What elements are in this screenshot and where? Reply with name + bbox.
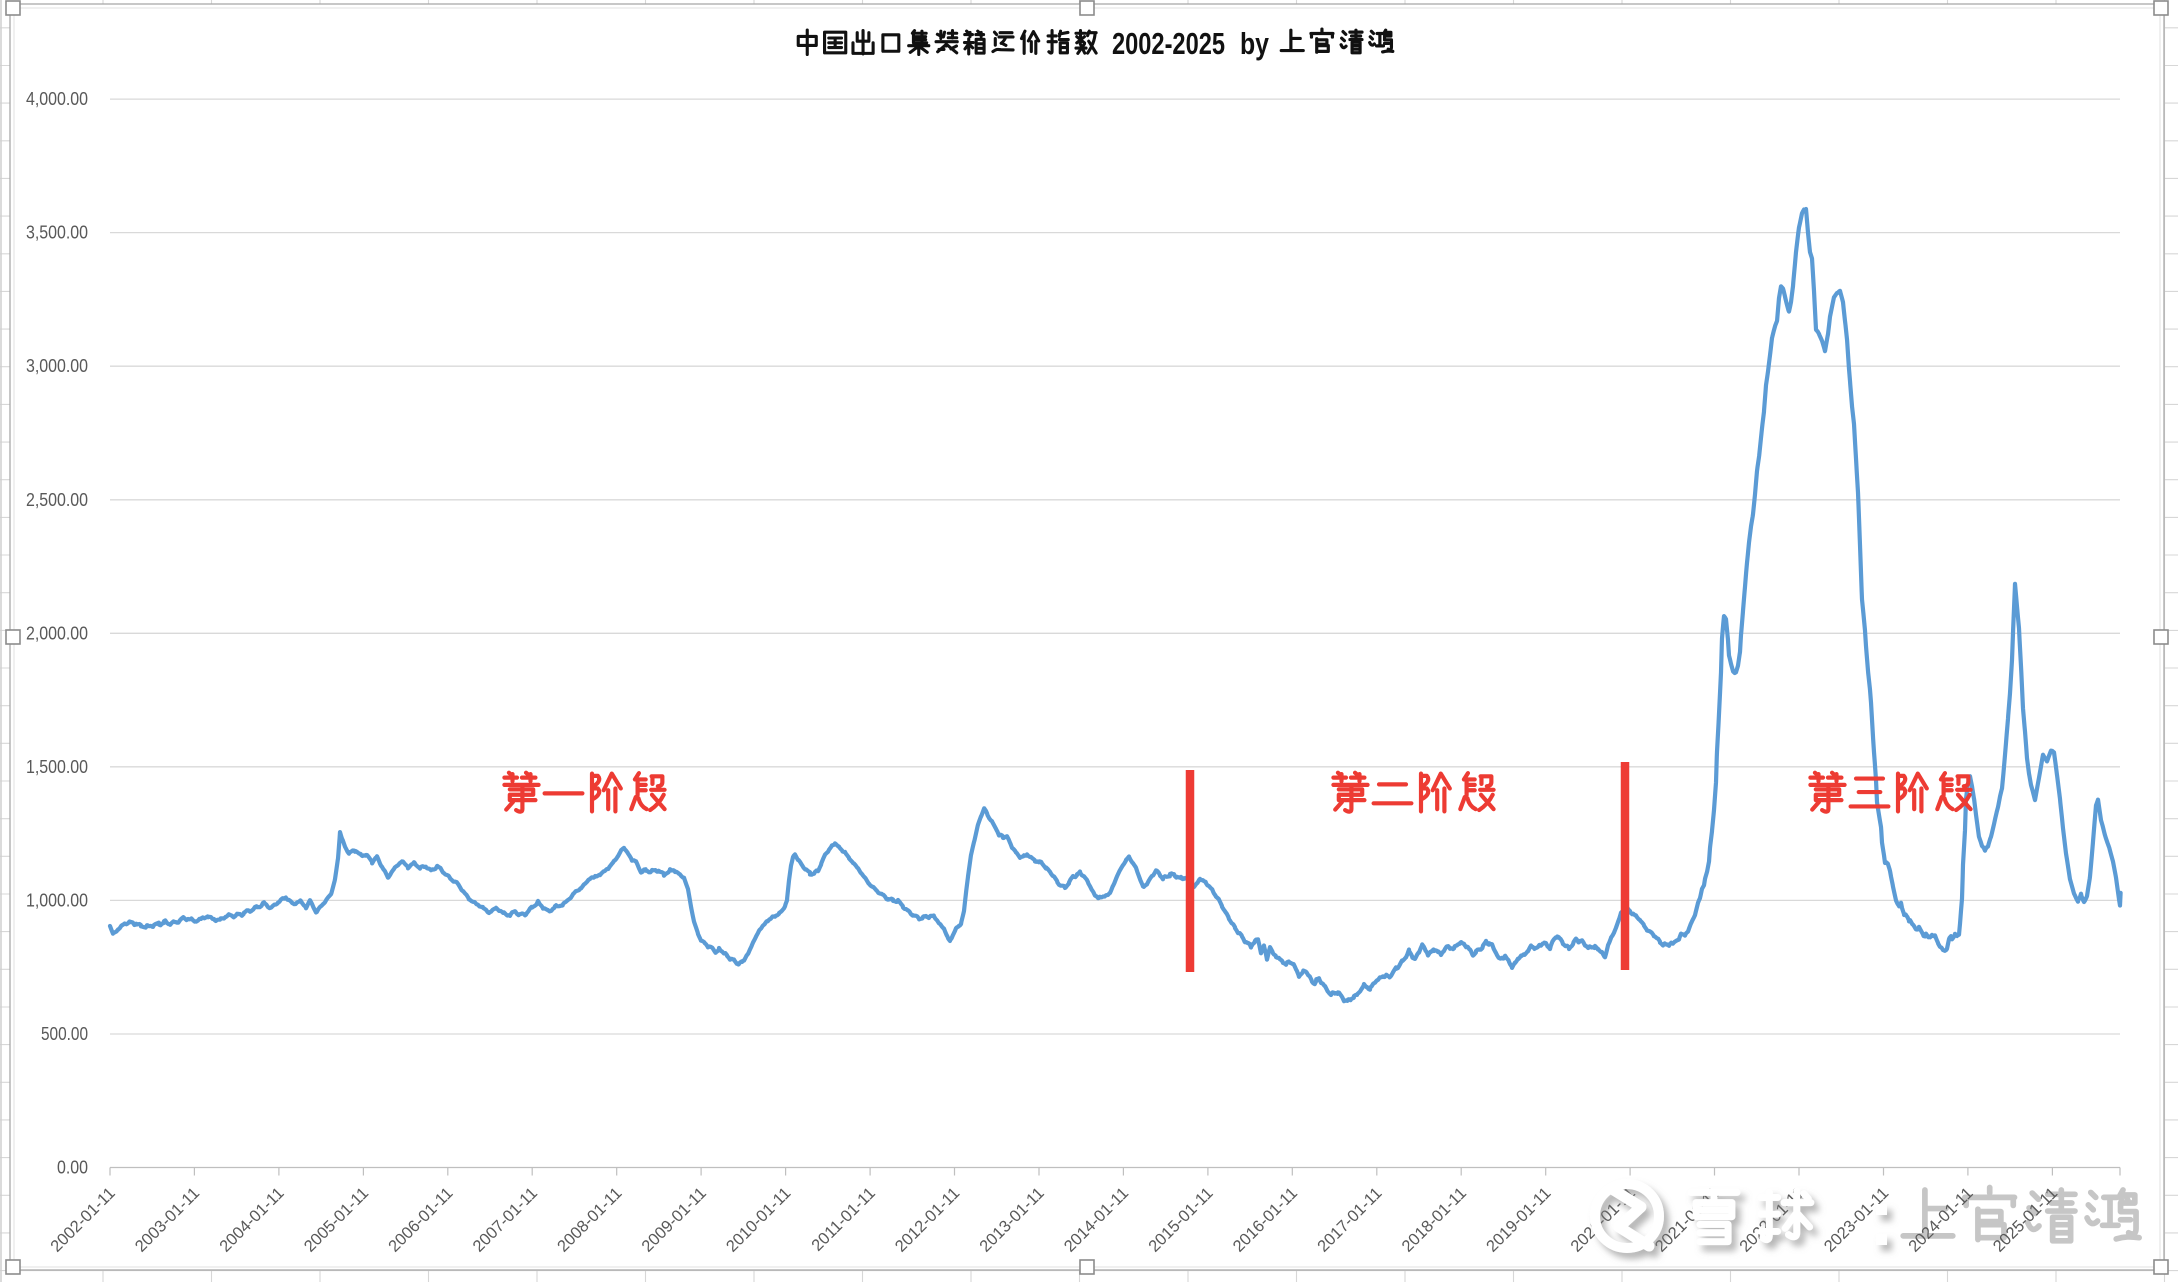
svg-text:500.00: 500.00 (41, 1024, 88, 1044)
svg-text:1,500.00: 1,500.00 (26, 757, 88, 777)
svg-text:1,000.00: 1,000.00 (26, 890, 88, 910)
svg-text:2002-2025: 2002-2025 (1112, 26, 1225, 61)
svg-text:2,500.00: 2,500.00 (26, 490, 88, 510)
svg-text:3,000.00: 3,000.00 (26, 356, 88, 376)
svg-text:3,500.00: 3,500.00 (26, 223, 88, 243)
svg-text:2,000.00: 2,000.00 (26, 623, 88, 643)
svg-text:by: by (1240, 26, 1270, 61)
svg-text:4,000.00: 4,000.00 (26, 89, 88, 109)
svg-text:0.00: 0.00 (57, 1158, 88, 1178)
